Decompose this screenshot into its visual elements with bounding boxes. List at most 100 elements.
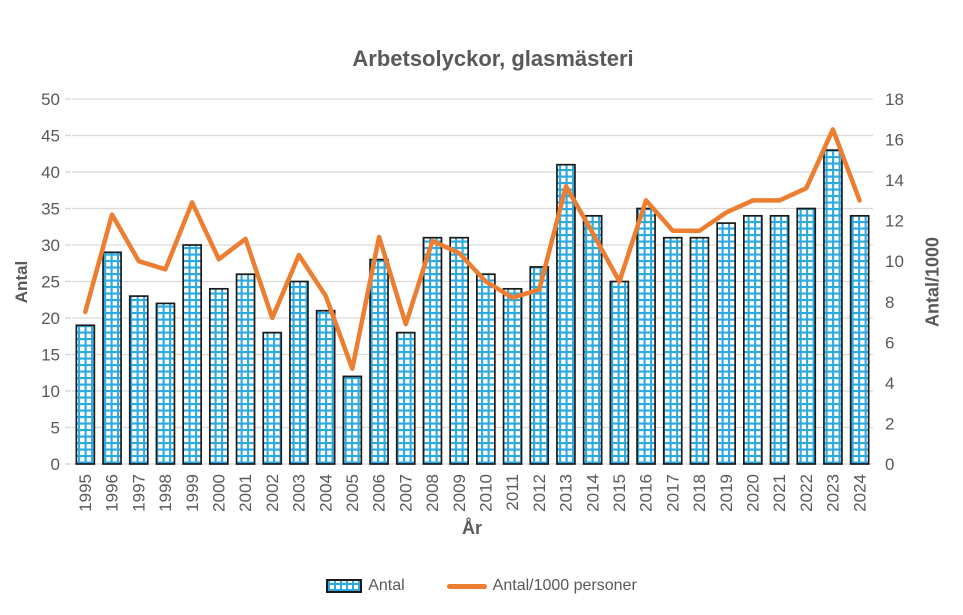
x-tick-label-2002: 2002 (263, 474, 282, 512)
bar-2000 (209, 287, 229, 465)
y-right-tick-label: 2 (885, 414, 894, 433)
x-tick-label-1996: 1996 (103, 474, 122, 512)
x-tick-label-2011: 2011 (503, 474, 522, 511)
x-tick-label-2012: 2012 (530, 474, 549, 512)
y-right-tick-label: 10 (885, 252, 904, 271)
bar-2002 (262, 331, 283, 465)
x-tick-label-2015: 2015 (610, 474, 629, 512)
bar-2012 (529, 266, 550, 465)
y-right-axis-title: Antal/1000 (922, 236, 943, 328)
y-right-tick-label: 18 (885, 90, 904, 109)
x-tick-label-1995: 1995 (76, 474, 95, 512)
y-right-tick-label: 12 (885, 212, 904, 231)
bar-1996 (102, 251, 122, 465)
bar-2020 (742, 214, 763, 465)
x-tick-label-2014: 2014 (583, 474, 602, 512)
x-tick-label-1998: 1998 (156, 474, 175, 512)
legend-item-antal: Antal (326, 577, 405, 595)
bar-2021 (769, 214, 790, 465)
bar-1997 (128, 295, 149, 465)
y-left-tick-label: 45 (41, 127, 60, 146)
bar-1998 (155, 302, 176, 465)
x-tick-label-2001: 2001 (236, 474, 255, 512)
y-left-tick-label: 50 (41, 90, 60, 109)
y-right-tick-label: 6 (885, 333, 894, 352)
bar-2007 (395, 331, 416, 465)
y-left-tick-label: 25 (41, 273, 60, 292)
y-left-tick-label: 15 (41, 346, 60, 365)
y-left-tick-label: 20 (41, 309, 60, 328)
x-tick-label-1999: 1999 (183, 474, 202, 512)
bar-2015 (609, 280, 630, 465)
bar-2006 (369, 258, 389, 465)
x-axis-title: År (461, 518, 483, 538)
x-tick-label-2018: 2018 (690, 474, 709, 512)
bar-pattern-swatch-icon (326, 579, 363, 593)
y-left-tick-label: 5 (51, 419, 60, 438)
y-left-tick-label: 0 (51, 455, 60, 474)
bar-2004 (315, 309, 336, 465)
chart-title: Arbetsolyckor, glasmästeri (352, 46, 634, 71)
legend-label-ratio: Antal/1000 personer (492, 577, 637, 594)
bar-2009 (449, 236, 469, 465)
line-swatch-icon (446, 583, 487, 589)
gridlines (65, 98, 873, 465)
bar-2022 (796, 207, 817, 465)
x-tick-label-2017: 2017 (663, 474, 682, 512)
bar-2003 (289, 280, 309, 465)
bar-2017 (662, 236, 683, 465)
bar-2014 (582, 214, 603, 465)
y-right-tick-label: 14 (885, 171, 904, 190)
x-tick-label-2008: 2008 (423, 474, 442, 512)
bar-2005 (342, 375, 363, 465)
x-tick-label-2010: 2010 (476, 474, 495, 512)
y-left-tick-labels: 0 5 10 15 20 25 30 35 40 45 50 (41, 90, 60, 474)
x-tick-label-2009: 2009 (450, 474, 469, 512)
x-tick-label-2022: 2022 (797, 474, 816, 512)
legend-item-ratio: Antal/1000 personer (446, 577, 637, 595)
bar-1999 (182, 244, 202, 465)
x-tick-label-2007: 2007 (396, 474, 415, 512)
y-left-tick-label: 30 (41, 236, 60, 255)
y-right-tick-label: 4 (885, 374, 894, 393)
y-right-tick-label: 8 (885, 293, 894, 312)
x-tick-label-2013: 2013 (557, 474, 576, 512)
x-tick-label-2006: 2006 (370, 474, 389, 512)
bar-2010 (476, 273, 496, 465)
x-tick-label-1997: 1997 (129, 474, 148, 512)
y-right-tick-label: 0 (885, 455, 894, 474)
y-left-tick-label: 35 (41, 200, 60, 219)
bar-2024 (849, 214, 870, 465)
x-tick-label-2003: 2003 (290, 474, 309, 512)
bar-2001 (235, 273, 256, 465)
x-tick-labels: 1995 1996 1997 1998 1999 2000 2001 2002 2003 2004… (76, 474, 869, 512)
bar-2023 (823, 149, 843, 465)
legend-label-antal: Antal (368, 577, 405, 594)
bar-2018 (689, 236, 710, 465)
x-tick-label-2019: 2019 (717, 474, 736, 512)
line-series-antal-per-1000 (83, 127, 862, 371)
bar-1995 (75, 324, 96, 465)
legend: Antal Antal/1000 personer (0, 577, 963, 595)
bar-series-antal (75, 149, 870, 465)
y-left-tick-label: 40 (41, 163, 60, 182)
y-left-tick-label: 10 (41, 382, 60, 401)
x-tick-label-2016: 2016 (637, 474, 656, 512)
x-tick-label-2023: 2023 (824, 474, 843, 512)
x-tick-label-2020: 2020 (743, 474, 762, 512)
x-tick-label-2021: 2021 (770, 474, 789, 512)
bar-2011 (502, 287, 523, 465)
y-right-tick-label: 16 (885, 131, 904, 150)
bar-2008 (422, 236, 443, 465)
y-right-tick-labels: 0 2 4 6 8 10 12 14 16 18 (885, 90, 904, 474)
bar-2019 (716, 222, 737, 465)
x-tick-label-2024: 2024 (850, 474, 869, 512)
bar-2013 (556, 163, 576, 465)
x-tick-label-2000: 2000 (209, 474, 228, 512)
x-tick-label-2004: 2004 (316, 474, 335, 512)
y-left-axis-title: Antal (12, 260, 31, 304)
bar-2016 (636, 207, 656, 465)
x-tick-label-2005: 2005 (343, 474, 362, 512)
